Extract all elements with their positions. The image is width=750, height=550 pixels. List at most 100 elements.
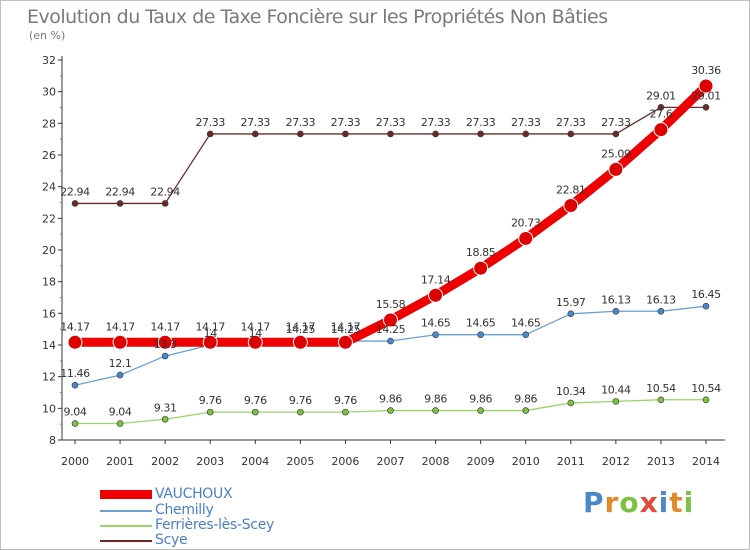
data-label-scye: 22.94	[105, 185, 135, 198]
data-label-scye: 27.33	[421, 116, 451, 129]
data-point-chemilly	[522, 331, 530, 339]
data-point-ferri-res-l-s-scey	[342, 408, 349, 416]
data-label-scye: 22.94	[150, 185, 180, 198]
data-label-vauchoux: 25.09	[601, 147, 631, 160]
data-label-vauchoux: 14.17	[60, 320, 90, 333]
data-label-ferri-res-l-s-scey: 10.54	[646, 382, 676, 395]
x-tick-label: 2008	[422, 455, 450, 468]
y-tick-label: 32	[42, 54, 56, 67]
data-label-ferri-res-l-s-scey: 9.04	[64, 406, 87, 419]
data-label-ferri-res-l-s-scey: 9.86	[379, 393, 402, 406]
data-point-scye	[116, 200, 124, 207]
data-point-vauchoux	[247, 334, 263, 350]
data-point-scye	[71, 200, 79, 207]
legend-swatch-chemilly	[100, 510, 152, 512]
x-tick-label: 2001	[106, 455, 134, 468]
data-point-ferri-res-l-s-scey	[612, 398, 620, 405]
data-label-scye: 29.01	[646, 89, 676, 102]
data-label-vauchoux: 14.17	[195, 320, 225, 333]
data-label-chemilly: 11.46	[60, 367, 90, 380]
data-label-chemilly: 14	[204, 327, 218, 340]
y-tick-label: 24	[42, 181, 56, 194]
data-point-chemilly	[387, 337, 394, 345]
data-label-chemilly: 14.65	[421, 317, 451, 330]
data-point-chemilly	[116, 371, 124, 379]
data-point-chemilly	[161, 352, 169, 360]
logo-letter: o	[619, 486, 640, 519]
data-point-vauchoux	[473, 260, 489, 276]
data-label-vauchoux: 20.73	[511, 216, 541, 229]
logo-letter: i	[683, 486, 695, 519]
data-point-vauchoux	[112, 334, 128, 350]
data-label-chemilly: 14.25	[331, 323, 361, 336]
data-label-scye: 27.33	[466, 116, 496, 129]
proxiti-logo: Proxiti	[583, 486, 694, 519]
data-label-chemilly: 15.97	[556, 296, 586, 309]
x-tick-label: 2003	[196, 455, 224, 468]
y-tick-label: 10	[42, 402, 56, 415]
data-point-scye	[206, 130, 214, 138]
logo-letter: x	[639, 486, 659, 519]
data-label-chemilly: 14.65	[511, 317, 541, 330]
data-label-chemilly: 14	[249, 327, 263, 340]
data-label-ferri-res-l-s-scey: 9.86	[424, 393, 447, 406]
series-layer	[67, 78, 714, 427]
y-tick-label: 12	[42, 371, 56, 384]
data-label-chemilly: 12.1	[109, 357, 132, 370]
data-point-ferri-res-l-s-scey	[161, 415, 169, 423]
data-point-vauchoux	[383, 312, 398, 328]
data-point-vauchoux	[67, 334, 83, 350]
data-point-ferri-res-l-s-scey	[251, 408, 259, 416]
data-label-vauchoux: 14.17	[241, 320, 271, 333]
data-label-vauchoux: 17.14	[421, 273, 451, 286]
data-label-scye: 27.33	[511, 116, 541, 129]
data-point-scye	[477, 130, 484, 138]
data-point-chemilly	[432, 331, 439, 339]
data-label-scye: 27.33	[286, 116, 316, 129]
data-label-chemilly: 16.45	[691, 288, 721, 301]
data-label-ferri-res-l-s-scey: 9.86	[469, 393, 492, 406]
data-point-vauchoux	[292, 334, 308, 350]
x-tick-label: 2013	[647, 455, 675, 468]
data-point-ferri-res-l-s-scey	[71, 420, 79, 427]
data-point-ferri-res-l-s-scey	[387, 407, 394, 414]
y-tick-label: 16	[42, 307, 56, 320]
data-point-chemilly	[702, 302, 710, 310]
data-label-vauchoux: 22.81	[556, 184, 586, 197]
data-label-vauchoux: 14.17	[150, 320, 180, 333]
data-point-vauchoux	[518, 230, 534, 246]
data-label-scye: 27.33	[195, 116, 225, 129]
data-label-chemilly: 13.3	[154, 338, 177, 351]
legend-label-vauchoux: VAUCHOUX	[155, 486, 233, 502]
data-point-ferri-res-l-s-scey	[522, 407, 530, 414]
data-label-vauchoux: 30.36	[691, 64, 721, 77]
legend-swatch-scye	[100, 540, 152, 542]
y-tick-label: 20	[42, 244, 56, 257]
data-point-vauchoux	[202, 334, 218, 350]
data-label-scye: 27.33	[601, 116, 631, 129]
data-point-vauchoux	[653, 122, 669, 138]
data-point-scye	[612, 130, 620, 138]
data-label-vauchoux: 18.85	[466, 246, 496, 259]
data-point-ferri-res-l-s-scey	[297, 408, 304, 416]
data-point-ferri-res-l-s-scey	[567, 399, 575, 407]
data-point-chemilly	[477, 331, 484, 339]
data-point-chemilly	[657, 307, 665, 315]
chart-title: Evolution du Taux de Taxe Foncière sur l…	[27, 6, 608, 28]
y-tick-label: 22	[42, 212, 56, 225]
data-label-scye: 27.33	[556, 116, 586, 129]
logo-letter: t	[669, 486, 684, 519]
logo-letter: r	[604, 486, 620, 519]
y-tick-label: 30	[42, 86, 56, 99]
unit-label: (en %)	[29, 29, 66, 42]
data-point-scye	[161, 200, 169, 207]
x-tick-label: 2004	[241, 455, 269, 468]
data-label-chemilly: 16.13	[601, 293, 631, 306]
legend-swatch-vauchoux	[100, 490, 152, 499]
data-label-vauchoux: 14.17	[331, 320, 361, 333]
data-label-scye: 29.01	[691, 89, 721, 102]
data-label-ferri-res-l-s-scey: 10.54	[691, 382, 721, 395]
data-labels-layer: 22.94 22.94 22.94 27.33 27.33 27.33 27.33 27.33…	[60, 64, 721, 419]
